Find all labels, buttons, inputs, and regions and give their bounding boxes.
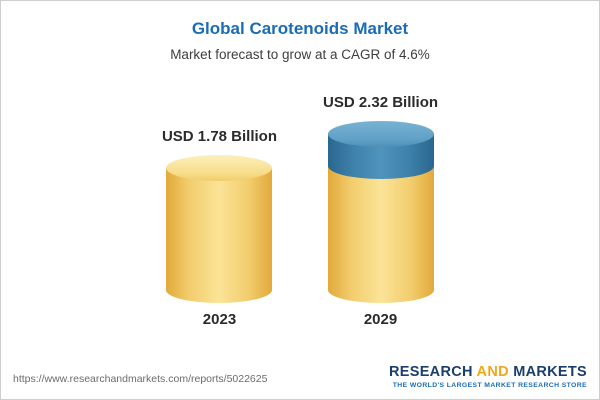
report-url: https://www.researchandmarkets.com/repor… xyxy=(13,373,268,385)
year-label-2029: 2029 xyxy=(363,311,398,328)
page-title: Global Carotenoids Market xyxy=(191,19,409,38)
year-label-2023: 2023 xyxy=(202,311,237,328)
logo-wordmark: RESEARCH AND MARKETS xyxy=(389,364,587,380)
page-subtitle: Market forecast to grow at a CAGR of 4.6… xyxy=(170,47,430,62)
bar-chart: USD 1.78 Billion 2023 USD 2.32 Billion 2… xyxy=(1,94,599,328)
value-label-2023: USD 1.78 Billion xyxy=(161,128,277,145)
bar-group-2023: USD 1.78 Billion 2023 xyxy=(162,128,277,328)
logo-word-markets: MARKETS xyxy=(508,364,587,380)
cylinder-2023 xyxy=(166,155,273,303)
logo-tagline: THE WORLD'S LARGEST MARKET RESEARCH STOR… xyxy=(392,382,587,389)
cylinder-2023-top xyxy=(166,155,273,181)
research-and-markets-logo: RESEARCH AND MARKETS THE WORLD'S LARGEST… xyxy=(389,364,587,389)
cylinder-2023-body xyxy=(166,168,273,303)
bar-group-2029: USD 2.32 Billion 2029 xyxy=(323,94,438,328)
logo-word-and: AND xyxy=(476,364,509,380)
value-label-2029: USD 2.32 Billion xyxy=(323,94,439,111)
cylinder-growth-cap xyxy=(327,121,434,179)
logo-word-research: RESEARCH xyxy=(388,364,477,380)
cylinder-2029 xyxy=(327,121,434,303)
growth-cap-top xyxy=(327,121,434,147)
